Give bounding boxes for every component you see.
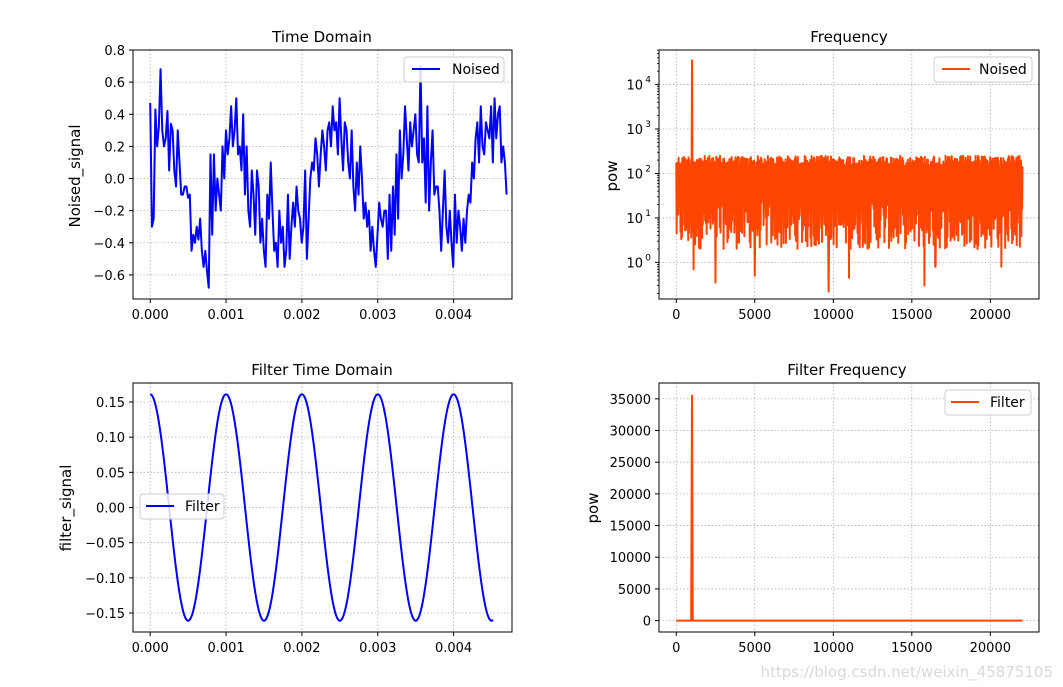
y-tick-exponent: 2	[645, 164, 651, 174]
y-tick-label: 0.05	[96, 466, 125, 481]
y-tick-label: 10	[626, 212, 643, 227]
x-tick-label: 0	[672, 641, 680, 656]
ylabel-noised-signal: Noised_signal	[66, 124, 85, 227]
ylabel-filter-signal: filter_signal	[57, 465, 76, 552]
legend: Noised	[933, 56, 1033, 83]
y-tick-label: −0.10	[85, 572, 125, 587]
axes-time-domain: Time Domain Noised_signal 0.000 0.001 0.00…	[66, 28, 513, 323]
plot-area	[675, 59, 1024, 293]
x-tick-label: 0.004	[435, 308, 472, 323]
axes-frame	[658, 49, 1040, 300]
axes-filter-frequency: Filter Frequency pow 0 5000 10000 15000 2000…	[584, 361, 1040, 656]
y-tick-label: −0.05	[85, 537, 125, 552]
x-tick-label: 10000	[813, 641, 854, 656]
y-tick-label: −0.6	[93, 269, 125, 284]
y-tick-label: −0.4	[93, 237, 125, 252]
y-tick-label: 0	[643, 615, 651, 630]
x-tick-label: 5000	[738, 641, 771, 656]
ylabel-pow: pow	[603, 161, 621, 192]
axes-frame	[658, 382, 1040, 633]
y-tick-label: 10	[626, 123, 643, 138]
y-tick-exponent: 1	[645, 209, 651, 219]
plot-area	[149, 65, 508, 289]
y-tick-label: 0.0	[104, 173, 125, 188]
axes-filter-time-domain: Filter Time Domain filter_signal 0.000 0.…	[57, 361, 513, 656]
legend-box	[933, 56, 1033, 83]
x-tick-label: 0.003	[359, 308, 396, 323]
x-tick-label: 0	[672, 308, 680, 323]
grid	[133, 49, 512, 299]
ylabel-pow: pow	[584, 493, 602, 524]
x-tick-label: 0.003	[359, 641, 396, 656]
legend-label-filter: Filter	[990, 395, 1025, 411]
axes-frame	[132, 49, 513, 300]
plot-area	[676, 394, 1023, 622]
y-tick-label: 10	[626, 167, 643, 182]
y-tick-label: 0.10	[96, 431, 125, 446]
legend: Noised	[403, 56, 505, 83]
y-tick-exponent: 0	[645, 253, 651, 263]
grid	[133, 383, 512, 632]
x-tick-label: 20000	[970, 641, 1011, 656]
y-tick-label: 0.4	[104, 108, 125, 123]
y-tick-label: 0.8	[104, 44, 125, 59]
y-tick-label: 10	[626, 79, 643, 94]
title-time-domain: Time Domain	[271, 28, 372, 46]
x-tick-label: 0.000	[132, 641, 169, 656]
series-line-noised	[675, 59, 1024, 293]
x-tick-label: 5000	[738, 308, 771, 323]
title-frequency: Frequency	[810, 28, 888, 46]
title-filter-frequency: Filter Frequency	[787, 361, 907, 379]
x-tick-label: 15000	[891, 308, 932, 323]
ticks: 0 5000 10000 15000 20000 0 5000 10000 15000 20000…	[610, 393, 1011, 656]
y-tick-label: −0.2	[93, 205, 125, 220]
y-tick-label: 25000	[610, 456, 651, 471]
title-filter-time-domain: Filter Time Domain	[251, 361, 393, 379]
y-tick-label: 0.00	[96, 502, 125, 517]
x-tick-label: 0.004	[435, 641, 472, 656]
x-tick-label: 20000	[970, 308, 1011, 323]
legend-label-noised: Noised	[452, 62, 500, 78]
legend-box	[944, 389, 1032, 416]
y-tick-label: 10	[626, 256, 643, 271]
y-tick-label: 0.2	[104, 140, 125, 155]
ticks: 0.000 0.001 0.002 0.003 0.004 −0.6 −0.4 −0.2 0.0…	[93, 44, 472, 323]
legend-label-filter: Filter	[185, 499, 220, 515]
y-tick-label: −0.15	[85, 607, 125, 622]
x-tick-label: 0.001	[207, 641, 244, 656]
legend-box	[139, 493, 225, 520]
x-tick-label: 10000	[813, 308, 854, 323]
legend-box	[403, 56, 505, 83]
y-tick-label: 15000	[610, 520, 651, 535]
legend: Filter	[944, 389, 1032, 416]
y-tick-label: 20000	[610, 488, 651, 503]
grid	[659, 383, 1039, 632]
y-tick-label: 0.6	[104, 76, 125, 91]
legend: Filter	[139, 493, 225, 520]
series-line-filter	[676, 394, 1023, 622]
x-tick-label: 15000	[891, 641, 932, 656]
x-tick-label: 0.000	[132, 308, 169, 323]
series-line-noised	[149, 65, 508, 289]
y-tick-label: 30000	[610, 425, 651, 440]
x-tick-label: 0.001	[207, 308, 244, 323]
y-tick-label: 35000	[610, 393, 651, 408]
y-tick-label: 0.15	[96, 396, 125, 411]
y-tick-exponent: 4	[645, 76, 651, 86]
y-tick-label: 10000	[610, 551, 651, 566]
y-tick-exponent: 3	[645, 120, 651, 130]
x-tick-label: 0.002	[283, 308, 320, 323]
ticks: 0.000 0.001 0.002 0.003 0.004 −0.15 −0.10 −0.05…	[85, 396, 472, 656]
legend-label-noised: Noised	[979, 62, 1027, 78]
watermark: https://blog.csdn.net/weixin_45875105	[760, 663, 1053, 681]
x-tick-label: 0.002	[283, 641, 320, 656]
y-tick-label: 5000	[618, 583, 651, 598]
